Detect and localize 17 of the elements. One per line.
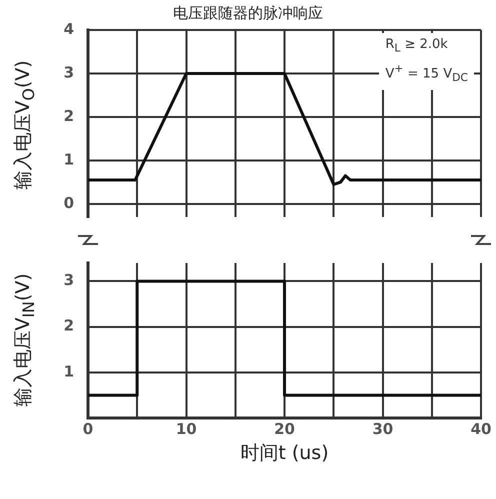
annotation: R$_{L}$ ≥ 2.0k — [385, 37, 448, 55]
x-tick-label: 40 — [470, 420, 492, 438]
x-tick-label: 30 — [372, 420, 394, 438]
chart-title: 电压跟随器的脉冲响应 — [173, 4, 323, 22]
y-tick-label: 2 — [64, 106, 74, 125]
y-tick-label: 3 — [64, 63, 74, 82]
annotation: V$^{+}$ = 15 V$_{DC}$ — [385, 62, 468, 84]
y-tick-label: 1 — [64, 362, 74, 380]
y-tick-label: 1 — [64, 150, 74, 168]
x-tick-label: 20 — [274, 420, 295, 438]
x-tick-label: 10 — [176, 420, 197, 438]
x-axis-title: 时间t (us) — [239, 441, 330, 466]
y-tick-label: 2 — [64, 316, 74, 335]
x-tick-label: 0 — [82, 420, 94, 438]
y-tick-label: 0 — [64, 194, 74, 212]
y-tick-label: 4 — [64, 20, 74, 38]
y-tick-label: 3 — [64, 271, 74, 290]
